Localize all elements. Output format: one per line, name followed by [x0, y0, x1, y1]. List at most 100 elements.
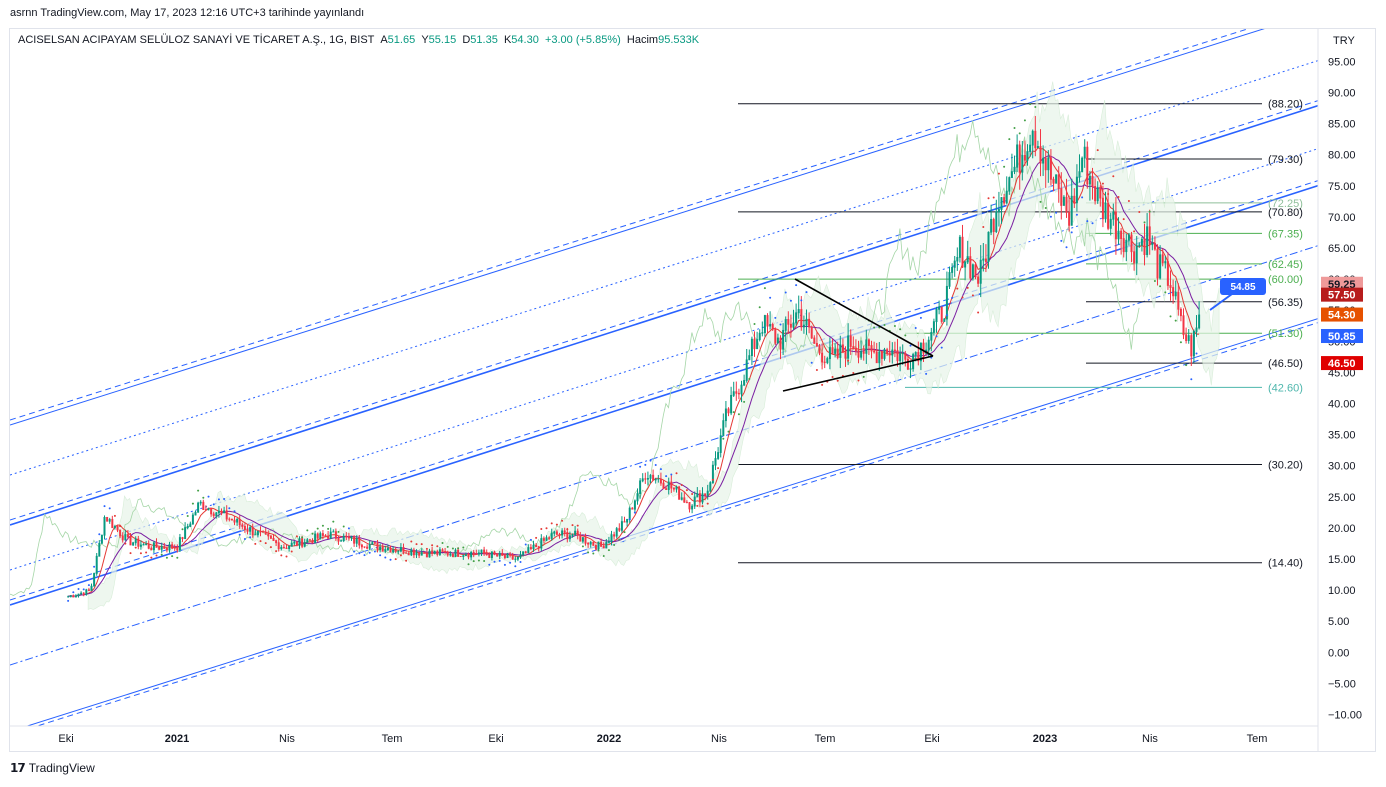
fib-level-label: (62.45)	[1268, 259, 1303, 271]
moving-average-fast	[67, 147, 1200, 597]
x-tick-label: Nis	[1142, 733, 1158, 745]
sar-dot	[1086, 220, 1089, 223]
sar-dot	[259, 540, 262, 543]
sar-dot	[618, 538, 621, 541]
sar-dot	[701, 505, 704, 508]
sar-dot	[472, 560, 475, 563]
sar-dot	[238, 533, 241, 536]
price-axis: TRY95.0090.0085.0080.0075.0070.0065.0060…	[1317, 29, 1363, 752]
sar-dot	[451, 547, 454, 550]
channel-top-line	[10, 29, 1265, 426]
sar-dot	[758, 306, 761, 309]
change-value: +3.00 (+5.85%)	[544, 34, 621, 46]
sar-dot	[763, 287, 766, 290]
sar-dot	[862, 375, 865, 378]
sar-dot	[228, 507, 231, 510]
sar-dot	[1133, 230, 1136, 233]
sar-dot	[524, 543, 527, 546]
sar-dot	[576, 524, 579, 527]
sar-dot	[774, 316, 777, 319]
channel-mid-dotted-line	[10, 148, 1318, 571]
sar-dot	[659, 468, 662, 471]
sar-dot	[717, 467, 720, 470]
sar-dot	[280, 554, 283, 557]
sar-dot	[1018, 132, 1021, 135]
sar-dot	[160, 553, 163, 556]
sar-dot	[165, 556, 168, 559]
sar-dot	[654, 463, 657, 466]
x-tick-label: Tem	[815, 733, 836, 745]
tradingview-logo[interactable]: 𝟭𝟳 TradingView	[10, 761, 95, 775]
sar-dot	[1143, 221, 1146, 224]
fib-level-label: (30.20)	[1268, 459, 1303, 471]
sar-dot	[737, 413, 740, 416]
sar-dot	[732, 411, 735, 414]
sar-dot	[919, 316, 922, 319]
sar-dot	[1065, 246, 1068, 249]
sar-dot	[711, 478, 714, 481]
sar-dot	[935, 335, 938, 338]
sar-dot	[488, 563, 491, 566]
sar-dot	[997, 172, 1000, 175]
sar-dot	[212, 503, 215, 506]
volume-value: 95.533K	[658, 34, 700, 46]
symbol-bar[interactable]: ACISELSAN ACIPAYAM SELÜLOZ SANAYİ VE TİC…	[18, 34, 699, 46]
y-tick-label: 25.00	[1328, 492, 1356, 504]
price-tag-box	[1321, 356, 1363, 371]
sar-dot	[77, 588, 80, 591]
fib-level-label: (51.30)	[1268, 328, 1303, 340]
time-axis: Eki 2021 Nis Tem Eki 2022 Nis Tem Eki 2023 Nis Tem	[10, 725, 1318, 745]
x-tick-label: Nis	[279, 733, 295, 745]
volume-label: Hacim	[626, 34, 659, 46]
triangle-upper-line	[794, 278, 934, 357]
price-tag-box	[1321, 287, 1363, 302]
sar-dot	[113, 514, 116, 517]
sar-dot	[1008, 138, 1011, 141]
sar-dot	[1153, 280, 1156, 283]
sar-dot	[581, 545, 584, 548]
sar-dot	[696, 504, 699, 507]
sar-dot	[1055, 211, 1058, 214]
sar-dot	[545, 527, 548, 530]
sar-dot	[373, 550, 376, 553]
sar-dot	[852, 371, 855, 374]
fib-level-label: (46.50)	[1268, 358, 1303, 370]
sar-dot	[129, 552, 132, 555]
sar-dot	[269, 546, 272, 549]
sar-dot	[394, 558, 397, 561]
sar-dot	[607, 549, 610, 552]
sar-dot	[550, 522, 553, 525]
sar-dot	[1075, 213, 1078, 216]
sar-dot	[665, 475, 668, 478]
sar-dot	[358, 552, 361, 555]
sar-dot	[956, 287, 959, 290]
sar-dot	[680, 484, 683, 487]
sar-dot	[98, 533, 101, 536]
sar-dot	[176, 556, 179, 559]
ichimoku-cloud	[87, 81, 1220, 610]
sar-dot	[727, 430, 730, 433]
sar-dot	[108, 507, 111, 510]
sar-dot	[254, 542, 257, 545]
y-tick-label: 80.00	[1328, 150, 1356, 162]
symbol-name[interactable]: ACISELSAN ACIPAYAM SELÜLOZ SANAYİ VE TİC…	[18, 34, 375, 46]
x-tick-label: Eki	[924, 733, 939, 745]
candles	[67, 115, 1201, 598]
fib-level-label: (72.25)	[1268, 198, 1303, 210]
sar-dot	[191, 502, 194, 505]
sar-dot	[519, 561, 522, 564]
high-label: Y	[421, 34, 429, 46]
sar-dot	[706, 502, 709, 505]
sar-dot	[1039, 200, 1042, 203]
x-tick-label: 2022	[597, 733, 621, 745]
sar-dot	[743, 400, 746, 403]
sar-dot	[1013, 127, 1016, 130]
sar-dot	[405, 559, 408, 562]
x-tick-label: 2023	[1033, 733, 1057, 745]
close-label: K	[503, 34, 512, 46]
high-value: 55.15	[428, 34, 457, 46]
sar-dot	[613, 544, 616, 547]
sar-dot	[904, 334, 907, 337]
sar-dot	[155, 554, 158, 557]
